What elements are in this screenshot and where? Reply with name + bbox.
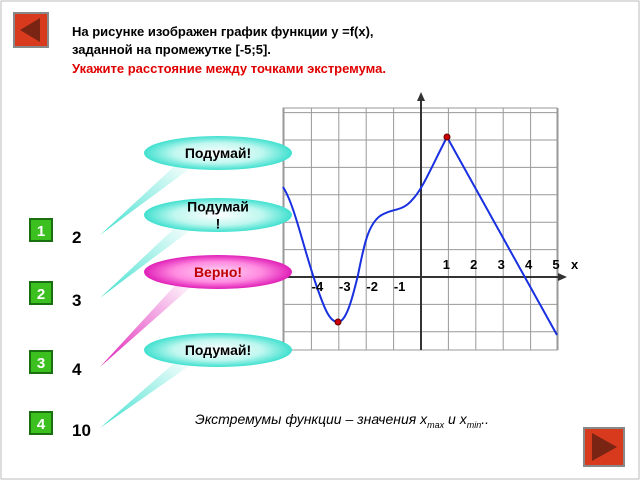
feedback-text: Подумай! xyxy=(185,342,251,358)
x-tick-label: 1 xyxy=(443,257,450,272)
answer[interactable]: Подумай! 1 2 xyxy=(29,136,292,247)
x-tick-label: -2 xyxy=(366,279,378,294)
answer[interactable]: Подумай! 2 3 xyxy=(29,198,292,310)
answer-number-box xyxy=(29,411,53,435)
answer-number-box xyxy=(29,281,53,305)
answer-number: 1 xyxy=(37,223,45,240)
answer-number-box xyxy=(29,350,53,374)
question-line: На рисунке изображен график функции y =f… xyxy=(72,24,374,39)
x-tick-label: -3 xyxy=(339,279,351,294)
hint-sub: max xyxy=(427,420,445,430)
feedback-bubble xyxy=(144,198,292,232)
answer-text: 2 xyxy=(72,228,81,247)
x-tick-label: -1 xyxy=(394,279,406,294)
x-tick-label: 2 xyxy=(470,257,477,272)
answer-number: 2 xyxy=(37,286,45,303)
next-button[interactable] xyxy=(583,427,625,467)
x-axis-arrow xyxy=(558,273,567,281)
min-point xyxy=(334,318,342,326)
hint-text: Экстремумы функции – значения x xyxy=(195,411,428,427)
feedback-bubble xyxy=(144,255,292,289)
x-tick-label: 3 xyxy=(498,257,505,272)
answer[interactable]: Подумай! 4 10 xyxy=(29,333,292,440)
feedback-text: Подумай! xyxy=(185,145,251,161)
feedback-bubble xyxy=(144,333,292,367)
answer-number: 4 xyxy=(37,416,46,433)
function-curve xyxy=(282,134,558,336)
x-tick-label: -4 xyxy=(312,279,324,294)
feedback-text: Подумай xyxy=(187,199,249,215)
feedback-bubble xyxy=(144,136,292,170)
answer-number: 3 xyxy=(37,355,45,372)
question-task: Укажите расстояние между точками экстрем… xyxy=(72,61,386,76)
x-axis-label: x xyxy=(571,257,579,272)
bubble-tail xyxy=(100,358,192,428)
back-button[interactable] xyxy=(13,12,49,48)
hint-text: .. xyxy=(481,411,489,427)
x-tick-label: 4 xyxy=(525,257,533,272)
answer-text: 4 xyxy=(72,360,82,379)
answer-text: 3 xyxy=(72,291,81,310)
max-point xyxy=(443,133,451,141)
hint-text: и x xyxy=(444,411,468,427)
hint: Экстремумы функции – значения xmax и xmi… xyxy=(195,411,489,430)
feedback-text: ! xyxy=(216,216,221,232)
answer[interactable]: Верно! 3 4 xyxy=(29,255,292,379)
bubble-tail xyxy=(100,161,192,235)
hint-sub: min xyxy=(467,420,482,430)
question-line: заданной на промежутке [-5;5]. xyxy=(72,42,271,57)
answer-text: 10 xyxy=(72,421,91,440)
feedback-text: Верно! xyxy=(194,264,242,280)
bubble-tail xyxy=(100,223,192,298)
y-axis-arrow xyxy=(417,92,425,101)
x-tick-label: 5 xyxy=(552,257,559,272)
bubble-tail xyxy=(100,280,192,367)
answer-number-box xyxy=(29,218,53,242)
